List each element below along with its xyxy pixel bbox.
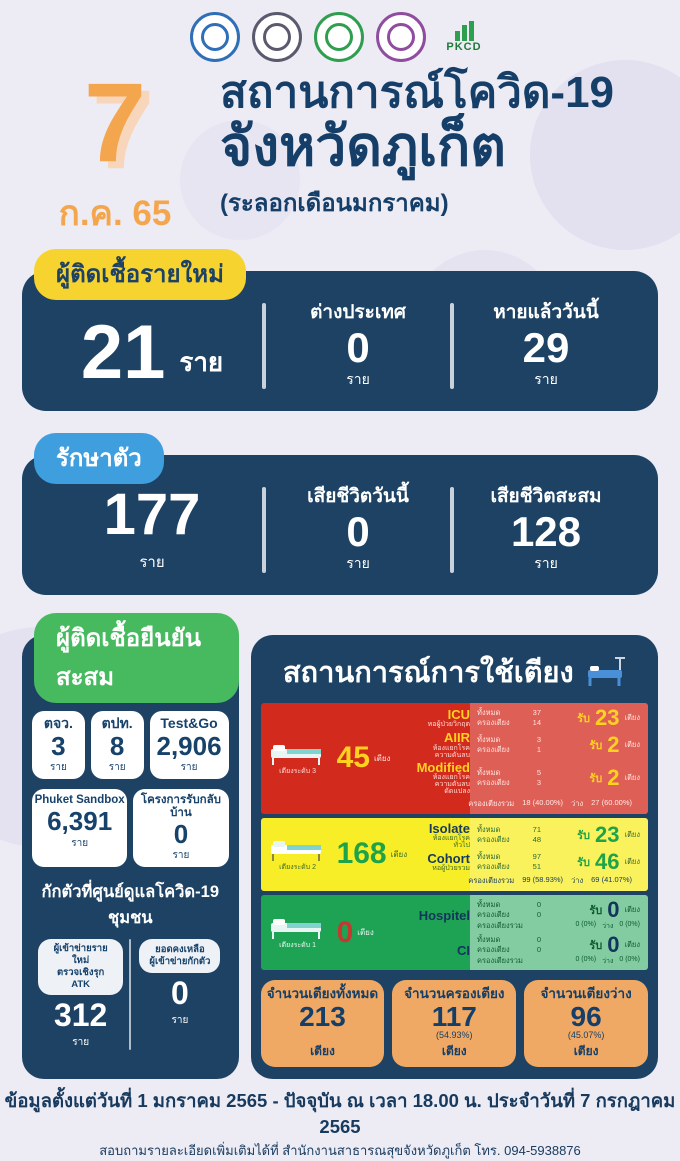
emblem-glyph: [387, 23, 415, 51]
bottom-zone: ผู้ติดเชื้อยืนยันสะสม 53,709 ราย ตจว. 3 …: [22, 613, 658, 1080]
quarantine-new-atk-value: 312: [53, 996, 108, 1033]
stat-box-test-and-go: Test&Go 2,906 ราย: [149, 711, 229, 780]
in-treatment-unit: ราย: [139, 554, 165, 572]
new-cases-main: 21 ราย: [42, 295, 262, 397]
abroad-cases: ต่างประเทศ 0 ราย: [266, 295, 450, 397]
recovered-today: หายแล้ววันนี้ 29 ราย: [454, 295, 638, 397]
deaths-today: เสียชีวิตวันนี้ 0 ราย: [266, 479, 450, 581]
level2-total-beds: 168: [336, 837, 387, 871]
total-beds-box: จำนวนเตียงทั้งหมด 213 เตียง: [260, 980, 385, 1068]
deaths-today-unit: ราย: [346, 555, 370, 572]
bed-band-level3: เตียงระดับ 3 45 เตียง ICU หอผู้ป่วยวิกฤต …: [260, 703, 648, 814]
occupied-beds-box: จำนวนครองเตียง 117 (54.93%) เตียง: [392, 980, 517, 1068]
bed-row-hospitel: Hospitel ทั้งหมด 0 ครองเตียง 0 ครองเตียงรว…: [418, 897, 640, 931]
emblem-green-logo: [314, 12, 364, 62]
bed-icon: [270, 745, 321, 766]
level1-total-beds: 0: [336, 915, 354, 949]
logo-row: PKCD: [0, 0, 680, 62]
stat-box-phuket-sandbox: Phuket Sandbox 6,391 ราย: [32, 789, 128, 868]
emblem-glyph: [325, 23, 353, 51]
page-title-line1: สถานการณ์โควิด-19: [220, 68, 615, 117]
new-cases-card: ผู้ติดเชื้อรายใหม่ 21 ราย ต่างประเทศ 0 ร…: [22, 249, 658, 412]
quarantine-remaining: ยอดคงเหลือ ผู้เข้าข่ายกักตัว 0 ราย: [131, 939, 228, 1050]
level2-occupancy-summary: ครองเตียงรวม 99 (58.93%) ว่าง 69 (41.07%…: [468, 875, 632, 886]
abroad-label: ต่างประเทศ: [310, 302, 406, 324]
emblem-glyph: [201, 23, 229, 51]
page-footer: ข้อมูลตั้งแต่วันที่ 1 มกราคม 2565 - ปัจจ…: [0, 1087, 680, 1161]
quarantine-section-title: กักตัวที่ศูนย์ดูแลโควิด-19 ชุมชน: [41, 883, 219, 928]
bed-band-level1: เตียงระดับ 1 0 เตียง Hospitel ทั้งหมด 0 ค…: [260, 895, 648, 971]
virus-blob-decoration: [530, 60, 680, 250]
divider: [450, 487, 454, 574]
stat-box-other-province: ตจว. 3 ราย: [32, 711, 85, 780]
hospital-bed-icon: [587, 657, 625, 687]
bed-row-icu: ICU หอผู้ป่วยวิกฤต ทั้งหมด 37 ครองเตียง 14 …: [427, 705, 640, 731]
recovered-label: หายแล้ววันนี้: [493, 302, 599, 324]
bed-level-caption: เตียงระดับ 1: [279, 942, 316, 950]
divider: [262, 487, 266, 574]
virus-blob-decoration: [180, 120, 300, 240]
level3-occupancy-summary: ครองเตียงรวม 18 (40.00%) ว่าง 27 (60.00%…: [468, 797, 632, 808]
page-title-line2: จังหวัดภูเก็ต: [220, 115, 507, 178]
in-treatment-value: 177: [103, 482, 201, 548]
emblem-glyph: [263, 23, 291, 51]
stat-box-abroad: ตปท. 8 ราย: [90, 711, 144, 780]
bed-row-cohort: Cohort หอผู้ป่วยรวม ทั้งหมด 97 ครองเตียง 51…: [427, 849, 640, 875]
contact-line: สอบถามรายละเอียดเพิ่มเติมได้ที่ สำนักงาน…: [99, 1143, 581, 1159]
recovered-unit: ราย: [534, 371, 558, 388]
report-day: 7: [83, 60, 147, 185]
emblem-gray-logo: [252, 12, 302, 62]
stat-box-return-home: โครงการรับกลับบ้าน 0 ราย: [133, 789, 229, 868]
deaths-today-value: 0: [346, 508, 370, 556]
bed-summary-row: จำนวนเตียงทั้งหมด 213 เตียง จำนวนครองเตี…: [260, 980, 648, 1068]
bed-icon: [270, 840, 321, 861]
ci-occupancy-summary: 0 (0%) ว่าง 0 (0%): [575, 956, 640, 966]
deaths-cum-value: 128: [510, 508, 582, 556]
bed-row-isolate: Isolate ห้องแยกโรคทั่วไป ทั้งหมด 71 ครองเต…: [428, 820, 640, 849]
emblem-purple-logo: [376, 12, 426, 62]
title-block: สถานการณ์โควิด-19 จังหวัดภูเก็ต (ระลอกเด…: [194, 62, 654, 241]
recovered-value: 29: [522, 324, 570, 372]
bed-level-caption: เตียงระดับ 2: [279, 863, 316, 871]
deaths-cum-unit: ราย: [534, 555, 558, 572]
in-treatment-main: 177 ราย: [42, 479, 262, 581]
deaths-today-label: เสียชีวิตวันนี้: [307, 486, 409, 508]
in-treatment-card: รักษาตัว 177 ราย เสียชีวิตวันนี้ 0 ราย เ…: [22, 433, 658, 596]
quarantine-new-atk: ผู้เข้าข่ายรายใหม่ ตรวจเชิงรุก ATK 312 ร…: [32, 939, 129, 1050]
pkcd-logo: PKCD: [438, 21, 490, 53]
data-period-line: ข้อมูลตั้งแต่วันที่ 1 มกราคม 2565 - ปัจจ…: [4, 1090, 676, 1138]
new-cases-unit: ราย: [179, 347, 224, 378]
date-block: 7 ก.ค. 65: [36, 62, 194, 241]
new-cases-value: 21: [80, 310, 166, 396]
hospitel-occupancy-summary: 0 (0%) ว่าง 0 (0%): [575, 921, 640, 931]
abroad-value: 0: [346, 324, 370, 372]
bed-row-modified-aiir: Modified ห้องแยกโรคความดันลบดัดแปลง ทั้งห…: [416, 759, 640, 796]
bed-level-caption: เตียงระดับ 3: [279, 768, 316, 776]
cumulative-card: ผู้ติดเชื้อยืนยันสะสม 53,709 ราย ตจว. 3 …: [22, 613, 239, 1080]
bed-icon: [270, 919, 321, 940]
pkcd-logo-text: PKCD: [446, 41, 482, 53]
deaths-cum-label: เสียชีวิตสะสม: [490, 486, 602, 508]
cumulative-label: ผู้ติดเชื้อยืนยันสะสม: [34, 613, 239, 704]
new-cases-label: ผู้ติดเชื้อรายใหม่: [34, 249, 246, 301]
divider: [450, 303, 454, 390]
level3-total-beds: 45: [336, 741, 370, 775]
abroad-unit: ราย: [346, 371, 370, 388]
in-treatment-label: รักษาตัว: [34, 433, 164, 485]
header: 7 ก.ค. 65 สถานการณ์โควิด-19 จังหวัดภูเก็…: [0, 62, 680, 241]
beds-card: สถานการณ์การใช้เตียง: [250, 635, 658, 1080]
vacant-beds-box: จำนวนเตียงว่าง 96 (45.07%) เตียง: [524, 980, 648, 1068]
report-month-year: ก.ค. 65: [58, 194, 172, 234]
bed-row-ci: CI ทั้งหมด 0 ครองเตียง 0 ครองเตียงรวม รับ …: [457, 932, 640, 966]
bed-band-level2: เตียงระดับ 2 168 เตียง Isolate ห้องแยกโรค…: [260, 817, 648, 892]
bed-row-aiir: AIIR ห้องแยกโรคความดันลบ ทั้งหมด 3 ครองเตี…: [432, 730, 640, 759]
emblem-blue-logo: [190, 12, 240, 62]
beds-title: สถานการณ์การใช้เตียง: [282, 657, 574, 690]
divider: [262, 303, 266, 390]
building-icon: [454, 21, 474, 41]
quarantine-remaining-value: 0: [171, 975, 189, 1012]
deaths-cumulative: เสียชีวิตสะสม 128 ราย: [454, 479, 638, 581]
page-subtitle: (ระลอกเดือนมกราคม): [220, 189, 449, 217]
